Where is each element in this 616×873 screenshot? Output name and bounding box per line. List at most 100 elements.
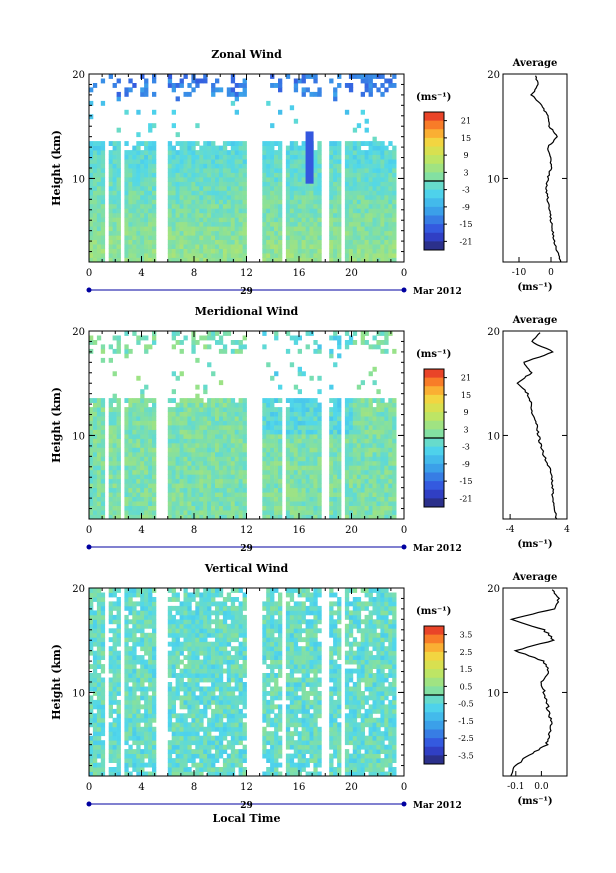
heatmap-cell — [175, 168, 180, 173]
heatmap-cell — [215, 429, 220, 435]
heatmap-cell — [116, 505, 121, 511]
heatmap-cell — [152, 597, 157, 602]
heatmap-cell — [148, 190, 153, 196]
heatmap-cell — [242, 230, 247, 236]
heatmap-cell — [376, 407, 381, 412]
heatmap-cell — [301, 91, 306, 97]
heatmap-cell — [195, 429, 200, 435]
heatmap-cell — [356, 203, 362, 209]
colorbar-segment — [424, 215, 444, 225]
heatmap-cell — [167, 230, 173, 236]
heatmap-cell — [289, 434, 295, 439]
heatmap-cell — [274, 159, 279, 164]
chart-title: Zonal Wind — [211, 48, 282, 61]
heatmap-cell — [301, 257, 306, 263]
heatmap-cell — [234, 340, 239, 345]
heatmap-cell — [148, 487, 153, 493]
heatmap-cell — [187, 628, 192, 634]
heatmap-cell — [372, 438, 377, 444]
heatmap-cell — [242, 487, 247, 493]
heatmap-cell — [376, 150, 381, 155]
heatmap-cell — [376, 425, 381, 430]
heatmap-cell — [140, 483, 145, 489]
heatmap-cell — [364, 425, 369, 430]
heatmap-cell — [289, 483, 295, 489]
heatmap-cell — [376, 492, 381, 497]
heatmap-cell — [364, 154, 369, 160]
heatmap-cell — [128, 217, 133, 223]
heatmap-cell — [226, 407, 232, 412]
heatmap-cell — [380, 407, 385, 412]
heatmap-cell — [152, 664, 157, 669]
heatmap-cell — [152, 141, 157, 146]
heatmap-cell — [112, 646, 117, 652]
heatmap-cell — [384, 478, 389, 484]
heatmap-cell — [360, 185, 365, 191]
heatmap-cell — [226, 438, 232, 444]
heatmap-cell — [199, 505, 204, 511]
heatmap-cell — [317, 208, 322, 214]
heatmap-cell — [144, 505, 149, 511]
heatmap-cell — [337, 469, 342, 475]
heatmap-cell — [344, 510, 350, 515]
heatmap-cell — [179, 753, 184, 759]
heatmap-cell — [376, 74, 381, 79]
heatmap-cell — [199, 145, 204, 151]
heatmap-cell — [226, 203, 232, 209]
heatmap-cell — [183, 722, 188, 728]
heatmap-cell — [199, 172, 204, 178]
heatmap-cell — [132, 150, 137, 155]
heatmap-cell — [199, 203, 204, 209]
heatmap-cell — [167, 407, 173, 412]
heatmap-cell — [112, 592, 117, 598]
heatmap-cell — [344, 217, 350, 223]
heatmap-cell — [266, 478, 271, 484]
heatmap-cell — [89, 762, 94, 768]
heatmap-cell — [360, 434, 365, 439]
heatmap-cell — [305, 474, 310, 480]
heatmap-cell — [215, 203, 220, 209]
heatmap-cell — [337, 483, 342, 489]
heatmap-cell — [218, 501, 224, 506]
heatmap-cell — [195, 646, 200, 652]
heatmap-cell — [262, 420, 267, 426]
heatmap-cell — [108, 492, 113, 497]
heatmap-cell — [230, 340, 236, 345]
heatmap-cell — [183, 704, 188, 710]
heatmap-cell — [191, 244, 196, 249]
heatmap-cell — [140, 181, 145, 187]
heatmap-cell — [352, 208, 358, 214]
heatmap-cell — [218, 487, 224, 493]
heatmap-cell — [293, 230, 299, 236]
heatmap-cell — [372, 492, 377, 497]
heatmap-cell — [191, 501, 196, 506]
heatmap-cell — [222, 438, 228, 444]
heatmap-cell — [218, 159, 224, 164]
heatmap-cell — [344, 456, 350, 462]
heatmap-cell — [376, 141, 381, 146]
heatmap-cell — [92, 420, 98, 426]
heatmap-cell — [132, 253, 137, 258]
heatmap-cell — [392, 398, 397, 403]
heatmap-cell — [140, 614, 145, 620]
heatmap-cell — [337, 185, 342, 191]
heatmap-cell — [242, 434, 247, 439]
heatmap-cell — [234, 145, 239, 151]
heatmap-cell — [234, 253, 239, 258]
heatmap-cell — [348, 340, 354, 345]
heatmap-cell — [392, 172, 397, 178]
colorbar-segment — [424, 412, 444, 422]
heatmap-cell — [89, 456, 94, 462]
heatmap-cell — [266, 239, 271, 245]
heatmap-cell — [297, 514, 302, 520]
heatmap-cell — [171, 87, 176, 93]
heatmap-cell — [167, 501, 173, 506]
heatmap-cell — [140, 456, 145, 462]
heatmap-cell — [317, 159, 322, 164]
heatmap-cell — [392, 248, 397, 254]
heatmap-cell — [136, 230, 141, 236]
heatmap-cell — [293, 177, 299, 182]
heatmap-cell — [148, 185, 153, 191]
heatmap-cell — [203, 487, 208, 493]
heatmap-cell — [337, 402, 342, 408]
